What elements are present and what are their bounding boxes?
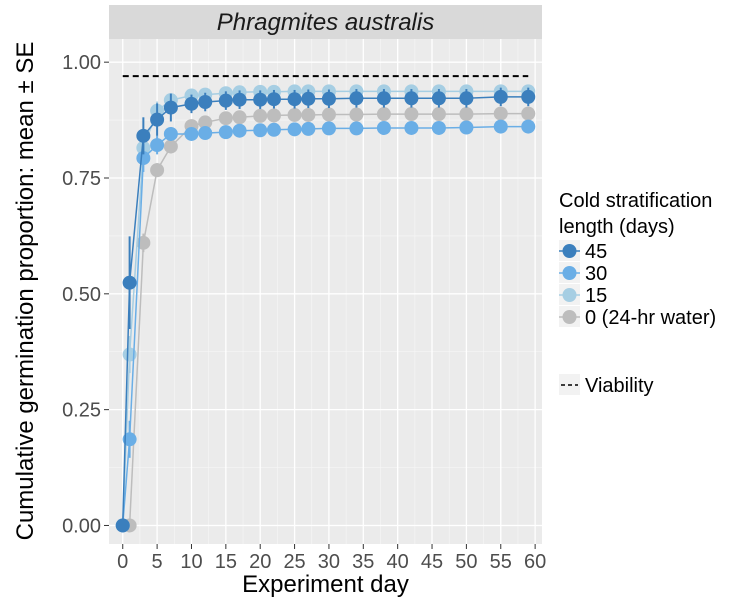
data-point: [321, 107, 336, 122]
data-point: [493, 106, 508, 121]
data-point: [150, 138, 165, 153]
x-axis-label: Experiment day: [242, 571, 409, 598]
data-point: [198, 95, 213, 110]
data-point: [287, 107, 302, 122]
data-point: [521, 106, 536, 121]
x-tick-label: 35: [352, 551, 374, 573]
data-point: [459, 120, 474, 135]
data-point: [115, 518, 130, 533]
x-tick-label: 55: [490, 551, 512, 573]
data-point: [301, 107, 316, 122]
data-point: [493, 89, 508, 104]
x-tick-label: 50: [455, 551, 477, 573]
data-point: [163, 126, 178, 141]
data-point: [253, 123, 268, 138]
data-point: [321, 91, 336, 106]
data-point: [287, 122, 302, 137]
data-point: [136, 128, 151, 143]
data-point: [163, 139, 178, 154]
legend-viability-label: Viability: [585, 375, 654, 397]
y-tick-label: 0.00: [62, 515, 101, 537]
data-point: [253, 108, 268, 123]
data-point: [404, 107, 419, 122]
y-axis-label: Cumulative germination proportion: mean …: [12, 42, 39, 541]
data-point: [459, 91, 474, 106]
data-point: [266, 122, 281, 137]
x-tick-label: 45: [421, 551, 443, 573]
legend-title: Cold stratification: [559, 190, 712, 212]
data-point: [136, 151, 151, 166]
strip-background: [109, 5, 542, 39]
data-point: [349, 121, 364, 136]
data-point: [163, 100, 178, 115]
data-point: [376, 120, 391, 135]
data-point: [266, 92, 281, 107]
data-point: [376, 91, 391, 106]
data-point: [232, 123, 247, 138]
data-point: [198, 115, 213, 130]
data-point: [218, 93, 233, 108]
y-tick-label: 0.50: [62, 284, 101, 306]
data-point: [122, 432, 137, 447]
data-point: [349, 91, 364, 106]
data-point: [321, 121, 336, 136]
data-point: [431, 107, 446, 122]
data-point: [404, 91, 419, 106]
legend-key-point: [562, 244, 577, 258]
x-tick-label: 15: [215, 551, 237, 573]
y-tick-label: 1.00: [62, 52, 101, 74]
legend-key-point: [562, 288, 577, 302]
y-tick-label: 0.25: [62, 400, 101, 422]
data-point: [459, 107, 474, 122]
data-point: [301, 121, 316, 136]
data-point: [493, 119, 508, 134]
data-point: [287, 92, 302, 107]
series-45: [115, 87, 536, 533]
data-point: [184, 126, 199, 141]
data-point: [521, 119, 536, 134]
x-tick-label: 40: [387, 551, 409, 573]
data-point: [253, 92, 268, 107]
data-point: [218, 125, 233, 140]
legend-label: 45: [585, 241, 607, 263]
x-tick-label: 20: [249, 551, 271, 573]
data-point: [404, 120, 419, 135]
series-0-24-hr-water-: [122, 106, 536, 533]
chart-title: Phragmites australis: [217, 9, 434, 36]
legend-label: 30: [585, 263, 607, 285]
data-point: [122, 275, 137, 290]
data-point: [150, 163, 165, 178]
legend-label: 15: [585, 285, 607, 307]
x-tick-label: 10: [180, 551, 202, 573]
data-point: [349, 107, 364, 122]
data-point: [232, 92, 247, 107]
data-point: [218, 111, 233, 126]
data-point: [232, 110, 247, 125]
data-point: [198, 126, 213, 141]
x-tick-label: 25: [283, 551, 305, 573]
data-point: [266, 108, 281, 123]
legend-key-point: [562, 310, 577, 324]
legend-title: length (days): [559, 216, 675, 238]
data-point: [184, 96, 199, 111]
data-point: [150, 112, 165, 127]
data-point: [431, 91, 446, 106]
legend-label: 0 (24-hr water): [585, 307, 716, 329]
x-tick-label: 5: [152, 551, 163, 573]
data-point: [521, 89, 536, 104]
legend-key-point: [562, 266, 577, 280]
x-tick-label: 0: [117, 551, 128, 573]
data-point: [376, 107, 391, 122]
x-tick-label: 60: [524, 551, 546, 573]
data-point: [431, 120, 446, 135]
x-tick-label: 30: [318, 551, 340, 573]
data-point: [301, 91, 316, 106]
y-tick-label: 0.75: [62, 168, 101, 190]
